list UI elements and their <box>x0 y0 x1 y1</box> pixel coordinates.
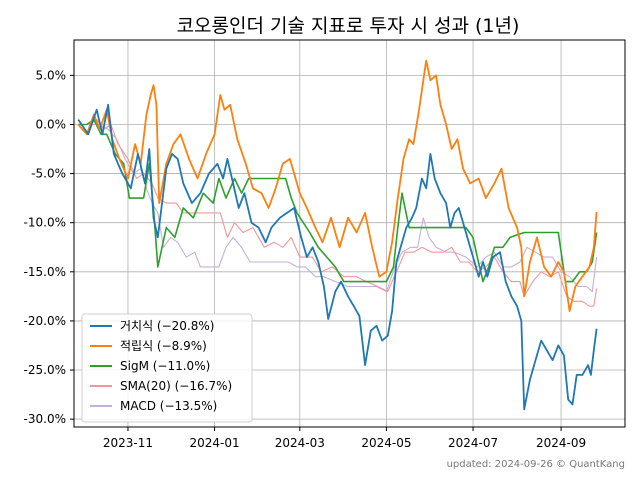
y-tick-label: 0.0% <box>36 117 67 131</box>
x-tick-label: 2024-03 <box>275 436 325 450</box>
y-tick-label: -15.0% <box>24 265 66 279</box>
x-tick-label: 2024-09 <box>536 436 586 450</box>
legend: 거치식 (−20.8%) 적립식 (−8.9%) SigM (−11.0%) SMA(… <box>81 313 253 423</box>
x-tick-label: 2024-05 <box>361 436 411 450</box>
series-line-2 <box>78 118 598 283</box>
y-tick-label: 5.0% <box>36 68 67 82</box>
legend-entry: SMA(20) (−16.7%) <box>120 379 232 393</box>
y-tick-label: -25.0% <box>24 363 66 377</box>
series-line-3 <box>78 119 598 307</box>
y-tick-label: -30.0% <box>24 412 66 426</box>
series-lines <box>77 59 598 411</box>
x-tick-label: 2024-07 <box>448 436 498 450</box>
series-line-1 <box>77 59 598 312</box>
legend-entry: SigM (−11.0%) <box>120 359 210 373</box>
series-line-0 <box>77 103 598 411</box>
x-tick-label: 2024-01 <box>190 436 240 450</box>
legend-entry: 거치식 (−20.8%) <box>120 319 214 333</box>
chart-title: 코오롱인더 기술 지표로 투자 시 성과 (1년) <box>177 15 520 37</box>
legend-entry: 적립식 (−8.9%) <box>120 339 207 353</box>
legend-entry: MACD (−13.5%) <box>120 399 217 413</box>
y-tick-label: -5.0% <box>31 167 66 181</box>
x-axis-ticks: 2023-11 2024-01 2024-03 2024-05 2024-07 2024-… <box>103 427 586 450</box>
legend-box <box>81 313 253 423</box>
y-tick-label: -20.0% <box>24 314 66 328</box>
y-axis-ticks: 5.0% 0.0% -5.0% -10.0% -15.0% -20.0% -25.0% -30… <box>24 68 74 426</box>
x-tick-label: 2023-11 <box>103 436 153 450</box>
plot-frame <box>73 39 626 428</box>
footer-credit: updated: 2024-09-26 © QuantKang <box>447 459 625 470</box>
y-tick-label: -10.0% <box>24 216 66 230</box>
